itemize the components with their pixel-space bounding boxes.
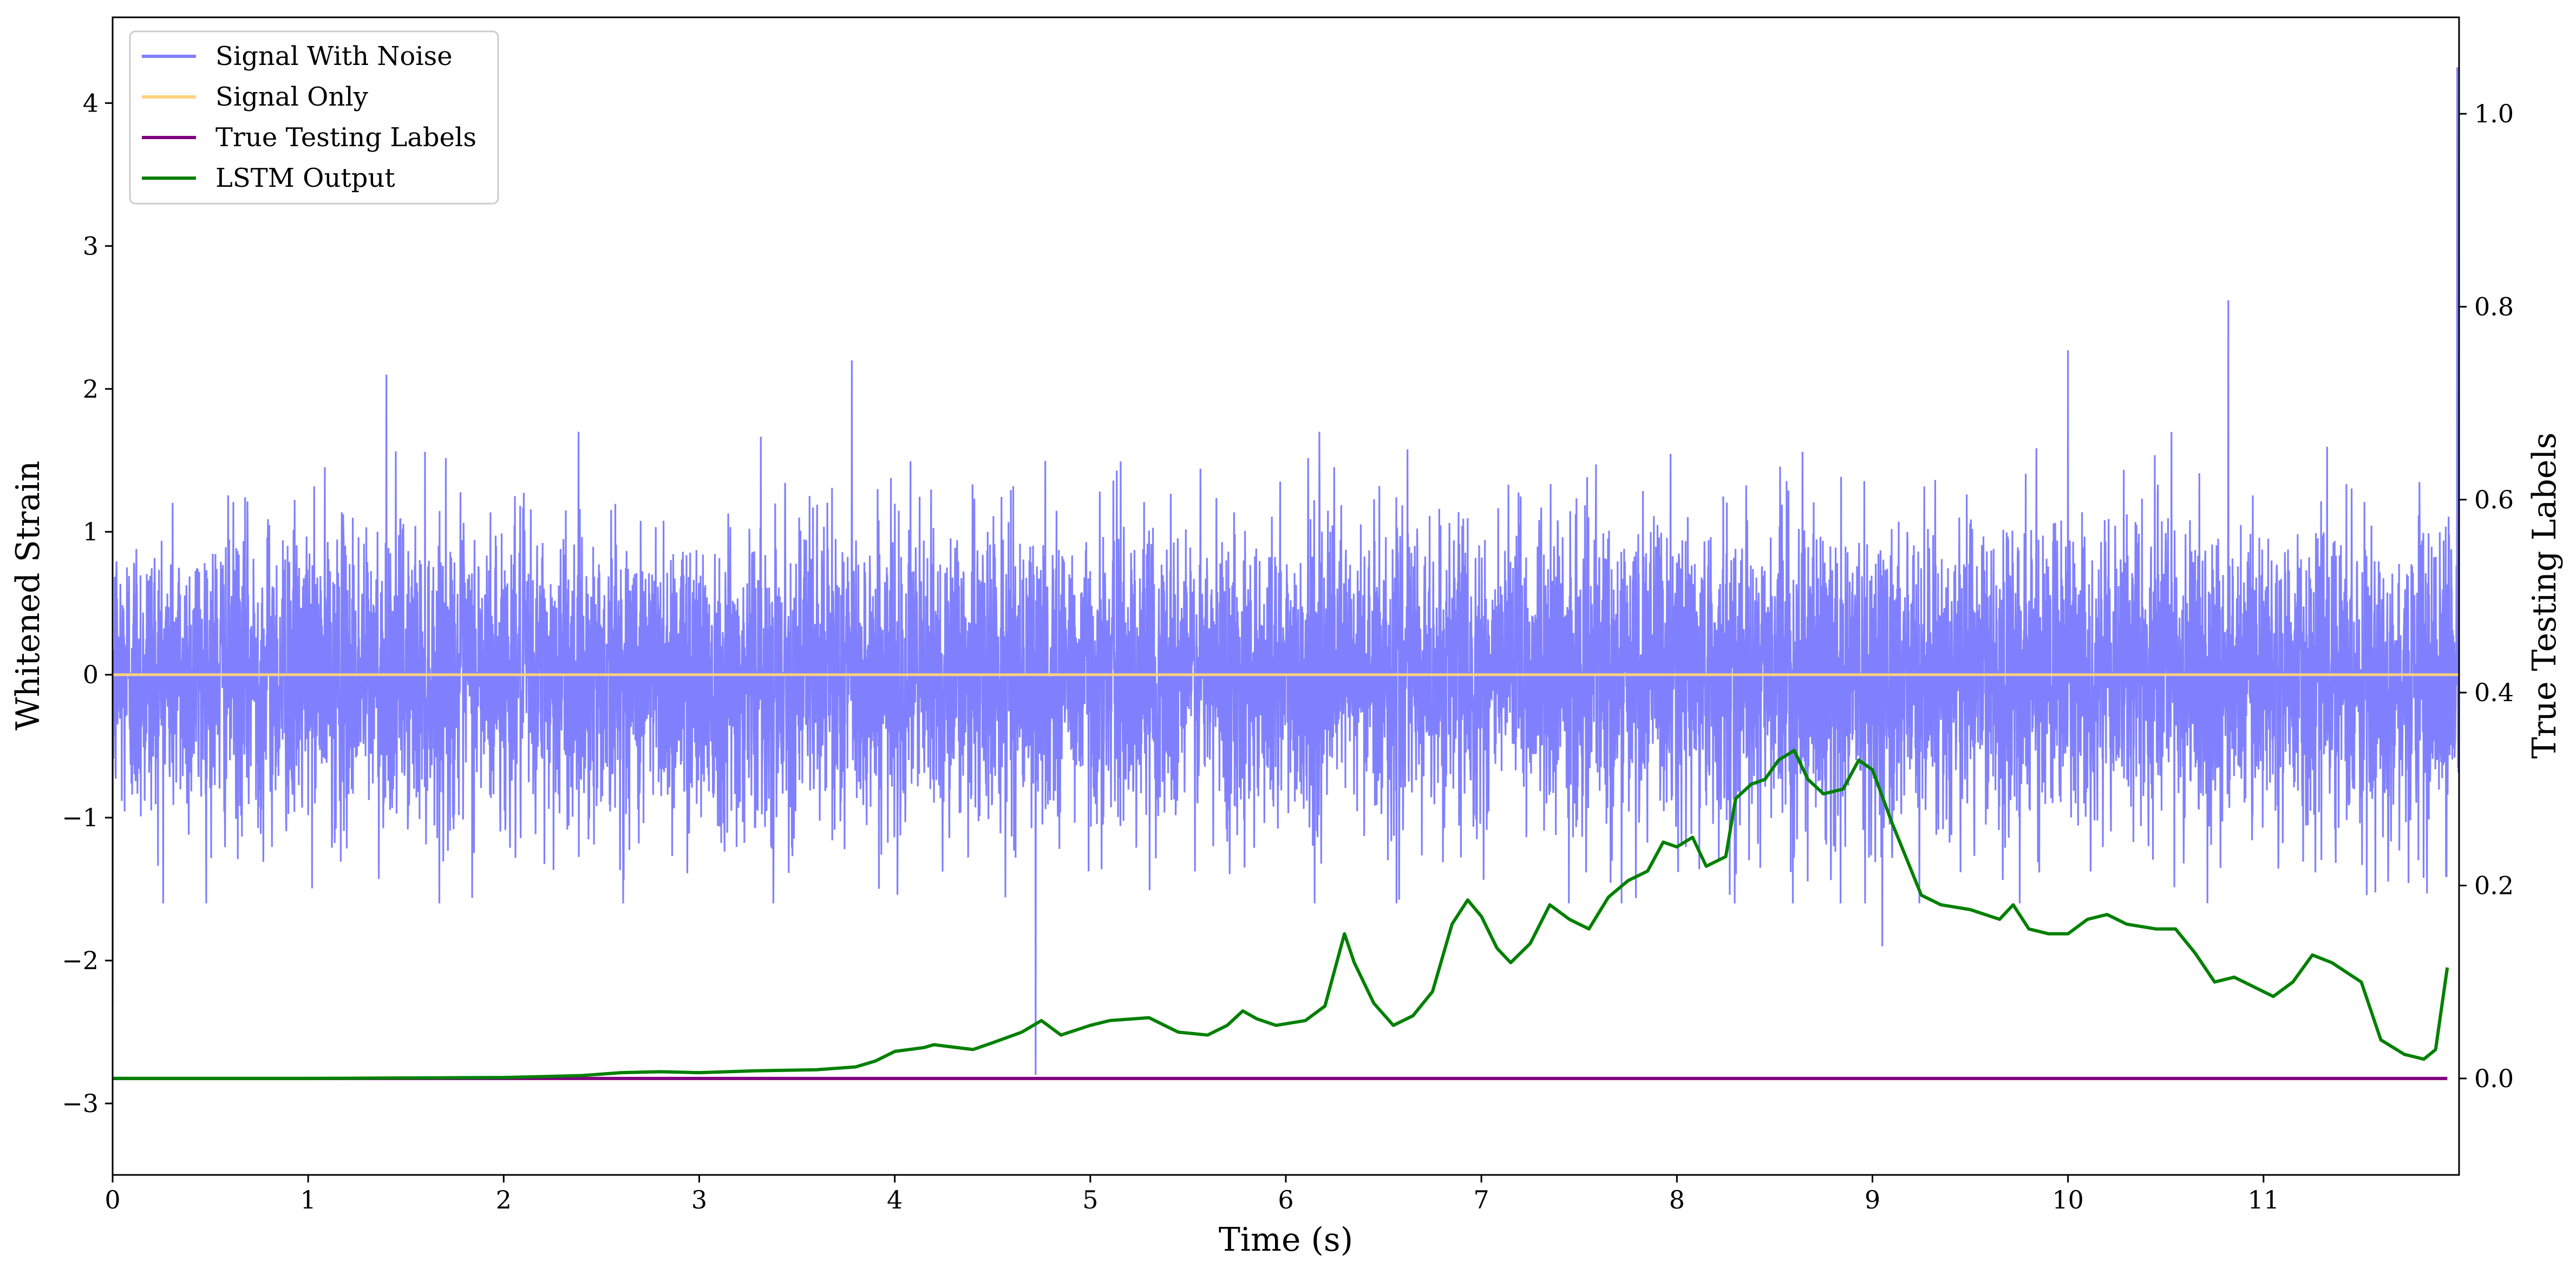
x-tick-label: 11 xyxy=(2248,1185,2280,1214)
y-left-tick-label: 4 xyxy=(83,88,99,117)
y-right-tick-label: 0.2 xyxy=(2474,871,2514,900)
y-left-tick-label: −3 xyxy=(62,1089,99,1118)
y-right-tick-label: 1.0 xyxy=(2474,99,2514,128)
legend-label: Signal With Noise xyxy=(215,41,453,71)
y-left-tick-label: −2 xyxy=(62,946,99,975)
x-tick-label: 7 xyxy=(1474,1185,1489,1214)
y-left-tick-label: 3 xyxy=(83,231,99,260)
y-left-tick-label: 2 xyxy=(83,374,99,403)
x-tick-label: 8 xyxy=(1669,1185,1685,1214)
axes-layer: 0 1 2 3 4 5 6 7 8 9 10 11 −3 −2 −1 0 1 2 3 4 0.0 0.2 0.4 0.6 0.8… xyxy=(62,16,2514,1214)
lstm-output-line xyxy=(113,749,2449,1080)
x-axis-label: Time (s) xyxy=(1219,1221,1353,1259)
x-tick-label: 5 xyxy=(1082,1185,1098,1214)
x-tick-label: 10 xyxy=(2052,1185,2084,1214)
signal-with-noise-layer xyxy=(113,67,2459,1075)
x-tick-label: 1 xyxy=(300,1185,316,1214)
x-tick-label: 3 xyxy=(691,1185,707,1214)
x-tick-label: 9 xyxy=(1865,1185,1880,1214)
y-right-tick-label: 0.4 xyxy=(2474,678,2514,707)
legend-box xyxy=(129,30,499,205)
x-tick-label: 6 xyxy=(1278,1185,1293,1214)
y-axis-label-right: True Testing Labels xyxy=(2526,433,2564,759)
x-tick-label: 0 xyxy=(104,1185,120,1214)
series-layer xyxy=(113,673,2459,1080)
legend-label: Signal Only xyxy=(215,82,368,112)
y-right-tick-label: 0.0 xyxy=(2474,1064,2514,1093)
legend-label: True Testing Labels xyxy=(215,122,476,153)
y-axis-label-left: Whitened Strain xyxy=(9,461,47,730)
legend: Signal With Noise Signal Only True Testing… xyxy=(129,30,499,205)
y-left-tick-label: 1 xyxy=(83,517,99,546)
y-right-tick-label: 0.6 xyxy=(2474,485,2514,514)
y-left-tick-label: −1 xyxy=(62,803,99,832)
y-left-tick-label: 0 xyxy=(83,660,99,689)
x-tick-label: 4 xyxy=(887,1185,903,1214)
signal-with-noise-line xyxy=(113,67,2459,1075)
y-right-tick-label: 0.8 xyxy=(2474,292,2514,322)
x-tick-label: 2 xyxy=(496,1185,512,1214)
legend-label: LSTM Output xyxy=(215,163,395,193)
